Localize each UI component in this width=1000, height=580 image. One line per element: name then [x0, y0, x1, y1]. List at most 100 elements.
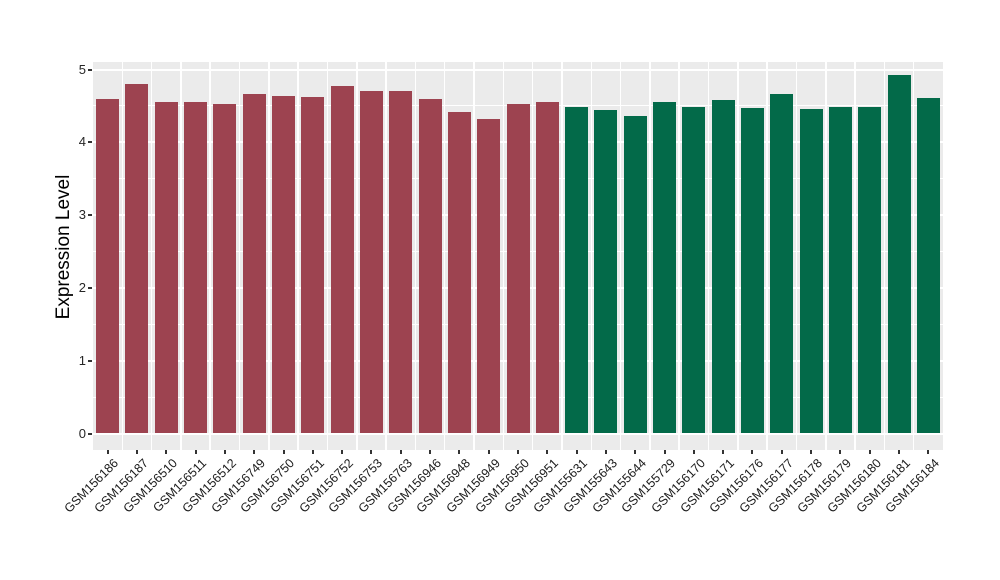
x-tick-mark	[517, 450, 519, 454]
bar-GSM156751	[301, 97, 325, 434]
x-tick-mark	[810, 450, 813, 454]
y-axis-title: Expression Level	[53, 174, 74, 320]
bar-GSM156511	[184, 101, 208, 434]
y-tick-label: 2	[78, 279, 86, 295]
vertical-gridline	[238, 62, 241, 450]
bar-GSM156752	[330, 86, 354, 434]
bar-GSM156948	[447, 111, 471, 434]
vertical-gridline	[268, 62, 270, 450]
x-tick-mark	[663, 450, 666, 454]
bar-GSM156181	[887, 75, 911, 434]
vertical-gridline	[737, 62, 739, 450]
vertical-gridline	[678, 62, 680, 450]
vertical-gridline	[561, 62, 563, 450]
y-tick-label: 5	[78, 61, 86, 77]
bar-GSM156512	[213, 103, 237, 434]
major-gridline	[93, 432, 943, 435]
vertical-gridline	[854, 62, 856, 450]
x-tick-mark	[839, 450, 842, 454]
plot-panel	[93, 62, 943, 450]
x-tick-mark	[751, 450, 754, 454]
x-tick-mark	[135, 450, 138, 454]
y-tick-label: 3	[78, 207, 86, 223]
bar-GSM156946	[418, 98, 442, 434]
y-tick-mark	[88, 141, 92, 144]
y-tick-mark	[88, 432, 92, 435]
vertical-gridline	[414, 62, 417, 450]
x-tick-mark	[575, 450, 578, 454]
x-tick-mark	[927, 450, 930, 454]
vertical-gridline	[180, 62, 182, 450]
vertical-gridline	[356, 62, 358, 450]
vertical-gridline	[883, 62, 886, 450]
vertical-gridline	[795, 62, 798, 450]
vertical-gridline	[825, 62, 827, 450]
x-tick-mark	[253, 450, 256, 454]
bar-GSM156949	[477, 119, 501, 434]
bar-GSM156171	[711, 100, 735, 434]
bar-GSM156179	[828, 107, 852, 434]
vertical-gridline	[649, 62, 651, 450]
vertical-gridline	[766, 62, 768, 450]
x-tick-mark	[604, 450, 607, 454]
x-tick-mark	[546, 450, 549, 454]
x-tick-mark	[898, 450, 901, 454]
vertical-gridline	[619, 62, 622, 450]
x-tick-mark	[634, 450, 637, 454]
vertical-gridline	[121, 62, 124, 450]
vertical-gridline	[443, 62, 446, 450]
y-tick-mark	[88, 359, 92, 362]
vertical-gridline	[707, 62, 710, 450]
bar-GSM156749	[242, 94, 266, 434]
x-tick-mark	[370, 450, 373, 454]
bar-GSM156753	[359, 91, 383, 434]
bar-GSM156178	[799, 108, 823, 434]
y-tick-mark	[88, 68, 92, 71]
bar-GSM156763	[389, 90, 413, 434]
vertical-gridline	[531, 62, 534, 450]
x-tick-mark	[311, 450, 314, 454]
x-tick-mark	[692, 450, 695, 454]
bar-GSM155644	[623, 116, 647, 434]
vertical-gridline	[473, 62, 475, 450]
x-tick-mark	[341, 450, 344, 454]
x-tick-mark	[223, 450, 226, 454]
y-tick-label: 1	[78, 352, 86, 368]
vertical-gridline	[502, 62, 505, 450]
bar-GSM156170	[682, 107, 706, 434]
vertical-gridline	[209, 62, 211, 450]
bar-GSM155643	[594, 110, 618, 434]
vertical-gridline	[912, 62, 915, 450]
bar-GSM156184	[916, 97, 940, 434]
vertical-gridline	[326, 62, 329, 450]
bar-GSM156176	[740, 108, 764, 434]
x-tick-mark	[487, 450, 490, 454]
x-tick-mark	[282, 450, 285, 454]
bar-GSM156750	[272, 95, 296, 434]
x-tick-mark	[429, 450, 432, 454]
x-tick-mark	[868, 450, 871, 454]
y-tick-label: 4	[78, 134, 86, 150]
bar-GSM156186	[96, 99, 120, 434]
vertical-gridline	[590, 62, 593, 450]
y-tick-mark	[88, 214, 92, 217]
bar-GSM155729	[653, 102, 677, 434]
y-tick-mark	[88, 286, 92, 289]
x-tick-mark	[106, 450, 109, 454]
vertical-gridline	[385, 62, 387, 450]
bar-GSM156950	[506, 103, 530, 434]
x-tick-mark	[458, 450, 461, 454]
vertical-gridline	[297, 62, 299, 450]
major-gridline	[93, 68, 943, 71]
x-tick-mark	[780, 450, 783, 454]
bar-GSM156177	[770, 94, 794, 434]
bar-GSM156951	[535, 101, 559, 434]
x-tick-mark	[722, 450, 725, 454]
bar-GSM156187	[125, 84, 149, 434]
bar-GSM156180	[858, 107, 882, 434]
x-tick-mark	[165, 450, 168, 454]
y-tick-label: 0	[78, 425, 86, 441]
vertical-gridline	[150, 62, 153, 450]
x-tick-mark	[194, 450, 197, 454]
